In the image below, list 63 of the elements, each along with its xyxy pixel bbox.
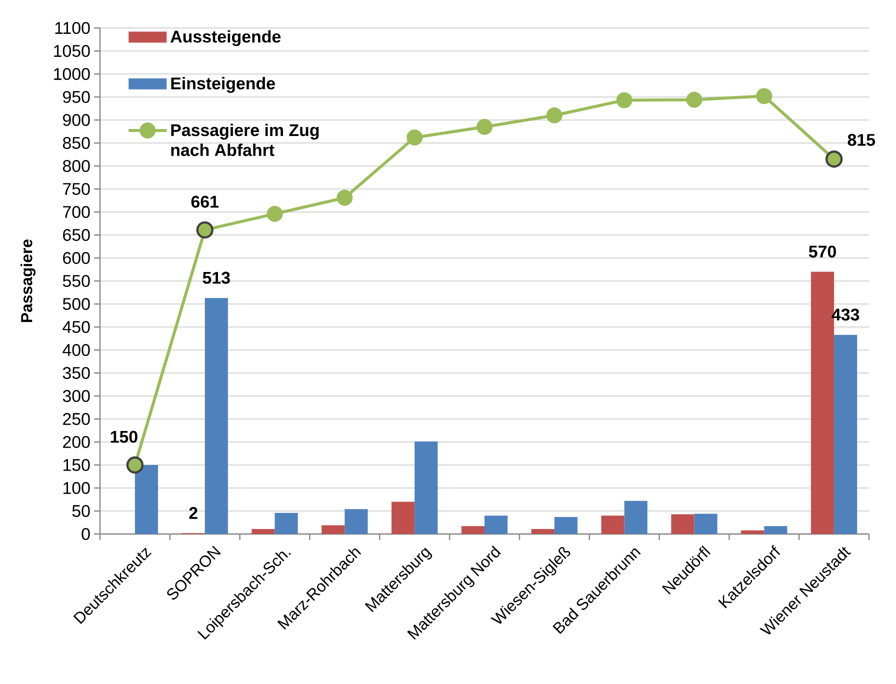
y-tick-label: 1100 bbox=[55, 22, 90, 34]
bar bbox=[322, 525, 345, 534]
bar bbox=[764, 526, 788, 534]
data-label: 150 bbox=[110, 430, 138, 443]
data-label: 513 bbox=[202, 272, 230, 284]
bar bbox=[694, 514, 718, 534]
bar bbox=[414, 442, 438, 534]
y-tick-label: 650 bbox=[63, 229, 90, 241]
bar bbox=[134, 465, 158, 534]
bar bbox=[741, 530, 764, 534]
legend-label: Einsteigende bbox=[171, 76, 275, 93]
y-tick-label: 1000 bbox=[54, 68, 90, 80]
y-tick-label: 950 bbox=[63, 90, 90, 103]
point bbox=[196, 221, 214, 239]
bar bbox=[531, 528, 554, 534]
y-tick-label: 850 bbox=[62, 136, 90, 149]
y-tick-label: 1050 bbox=[54, 44, 90, 57]
bar bbox=[392, 502, 415, 534]
y-tick-label: 300 bbox=[62, 390, 90, 402]
y-tick-label: 550 bbox=[62, 275, 90, 287]
point bbox=[336, 190, 353, 206]
bar bbox=[344, 509, 368, 534]
y-tick-label: 500 bbox=[62, 298, 90, 310]
y-tick-label: 450 bbox=[62, 321, 90, 333]
bar bbox=[671, 514, 694, 534]
bar bbox=[252, 528, 275, 534]
point bbox=[616, 92, 632, 108]
y-axis-title: Passagiere bbox=[20, 239, 36, 322]
y-tick-label: 700 bbox=[63, 206, 90, 218]
y-tick-label: 150 bbox=[64, 459, 90, 471]
data-label: 815 bbox=[848, 134, 876, 146]
y-tick-label: 400 bbox=[62, 344, 90, 356]
point bbox=[476, 118, 493, 135]
point bbox=[756, 88, 772, 104]
point bbox=[406, 129, 423, 146]
y-tick-label: 200 bbox=[63, 436, 90, 448]
y-tick-label: 800 bbox=[62, 160, 90, 172]
legend-label: Aussteigende bbox=[170, 30, 281, 46]
y-tick-label: 250 bbox=[63, 413, 90, 425]
y-tick-label: 900 bbox=[63, 114, 90, 126]
bar bbox=[601, 516, 624, 534]
data-label: 2 bbox=[189, 507, 198, 519]
bar bbox=[624, 500, 648, 534]
y-tick-label: 100 bbox=[64, 482, 90, 494]
point bbox=[825, 150, 843, 168]
y-tick-label: 0 bbox=[82, 528, 90, 540]
bar bbox=[274, 512, 298, 534]
y-tick-label: 600 bbox=[63, 252, 90, 264]
data-label: 570 bbox=[808, 246, 836, 258]
bar bbox=[834, 334, 858, 534]
y-tick-label: 50 bbox=[72, 505, 90, 517]
point bbox=[126, 456, 144, 474]
bar bbox=[461, 526, 485, 534]
point bbox=[546, 107, 562, 124]
data-label: 661 bbox=[191, 196, 219, 208]
y-tick-label: 750 bbox=[63, 183, 90, 195]
y-tick-label: 350 bbox=[62, 367, 90, 379]
point bbox=[266, 206, 283, 222]
bar bbox=[484, 516, 508, 534]
point bbox=[686, 92, 702, 108]
legend-label: Passagiere im Zug nach Abfahrt bbox=[171, 124, 319, 156]
bar bbox=[554, 516, 578, 534]
bar bbox=[204, 298, 228, 534]
